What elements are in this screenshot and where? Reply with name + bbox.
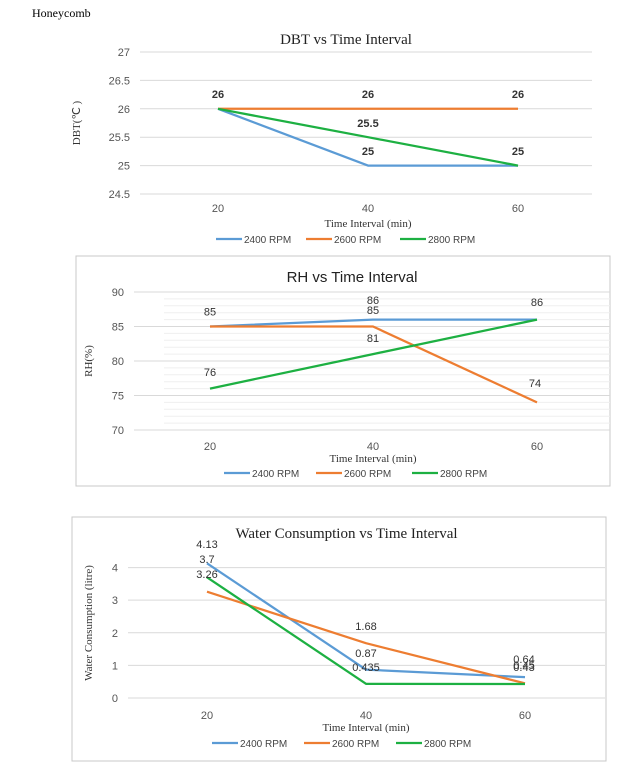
x-axis-label: Time Interval (min) (325, 218, 412, 230)
legend-label: 2400 RPM (244, 235, 291, 246)
x-axis-label: Time Interval (min) (323, 722, 410, 734)
series-line (210, 325, 538, 404)
x-tick-label: 60 (512, 203, 524, 215)
y-tick-label: 26 (118, 104, 130, 116)
data-label: 0.64 (513, 654, 534, 666)
series-line (209, 318, 537, 328)
data-label: 3.26 (196, 569, 217, 581)
data-label: 86 (367, 295, 379, 307)
data-label: 74 (529, 378, 541, 390)
series-line (217, 107, 518, 167)
series-line (206, 590, 526, 685)
y-tick-label: 70 (112, 425, 124, 437)
data-label: 26 (512, 89, 524, 101)
chart-frame (71, 516, 607, 762)
data-label: 86 (531, 297, 543, 309)
chart-title: Water Consumption vs Time Interval (235, 526, 457, 542)
data-label: 85 (204, 307, 216, 319)
legend-label: 2600 RPM (344, 469, 391, 480)
x-tick-label: 20 (204, 441, 216, 453)
series-line (206, 576, 526, 686)
x-tick-label: 40 (360, 710, 372, 722)
legend-label: 2800 RPM (424, 739, 471, 750)
y-tick-label: 3 (112, 595, 118, 607)
legend-label: 2800 RPM (428, 235, 475, 246)
data-label: 0.45 (513, 660, 534, 672)
y-tick-label: 90 (112, 287, 124, 299)
series-line (217, 107, 519, 167)
x-axis-label: Time Interval (min) (330, 453, 417, 465)
data-label: 0.87 (355, 648, 376, 660)
legend-label: 2600 RPM (334, 235, 381, 246)
data-label: 25 (512, 146, 524, 158)
x-tick-label: 60 (531, 441, 543, 453)
legend-label: 2400 RPM (240, 739, 287, 750)
data-label: 85 (367, 305, 379, 317)
data-label: 25 (362, 146, 374, 158)
chart-title: DBT vs Time Interval (280, 32, 412, 48)
legend-label: 2600 RPM (332, 739, 379, 750)
y-tick-label: 80 (112, 356, 124, 368)
y-tick-label: 25 (118, 161, 130, 173)
y-tick-label: 85 (112, 322, 124, 334)
y-tick-label: 24.5 (109, 189, 130, 201)
y-tick-label: 1 (112, 660, 118, 672)
data-label: 25.5 (357, 118, 378, 130)
legend-label: 2800 RPM (440, 469, 487, 480)
data-label: 76 (204, 367, 216, 379)
chart-title: RH vs Time Interval (287, 269, 418, 286)
data-label: 1.68 (355, 621, 376, 633)
y-axis-label: RH(%) (83, 345, 95, 377)
chart-frame (75, 255, 611, 487)
series-line (209, 318, 538, 390)
x-tick-label: 40 (367, 441, 379, 453)
legend-label: 2400 RPM (252, 469, 299, 480)
y-tick-label: 27 (118, 47, 130, 59)
y-axis-label: DBT(℃ ) (71, 100, 83, 145)
data-label: 26 (362, 89, 374, 101)
series-line (206, 562, 526, 679)
x-tick-label: 20 (212, 203, 224, 215)
y-tick-label: 75 (112, 391, 124, 403)
data-label: 0.43 (513, 662, 534, 674)
data-label: 0.435 (352, 662, 380, 674)
data-label: 4.13 (196, 539, 217, 551)
y-tick-label: 4 (112, 563, 118, 575)
data-label: 81 (367, 333, 379, 345)
x-tick-label: 60 (519, 710, 531, 722)
header-label: Honeycomb (32, 6, 91, 20)
y-axis-label: Water Consumption (litre) (83, 565, 95, 681)
data-label: 26 (212, 89, 224, 101)
y-tick-label: 25.5 (109, 132, 130, 144)
data-label: 3.7 (199, 554, 214, 566)
x-tick-label: 40 (362, 203, 374, 215)
y-tick-label: 2 (112, 628, 118, 640)
y-tick-label: 0 (112, 693, 118, 705)
x-tick-label: 20 (201, 710, 213, 722)
y-tick-label: 26.5 (109, 75, 130, 87)
